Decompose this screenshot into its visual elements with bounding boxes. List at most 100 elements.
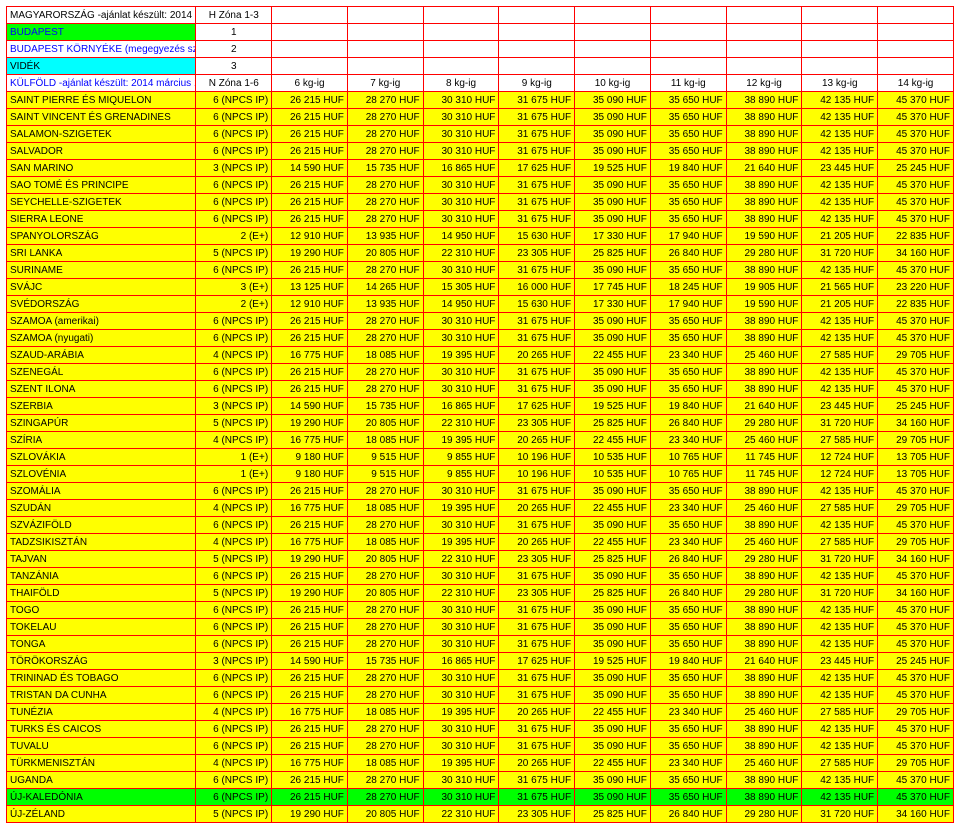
price-cell: 25 245 HUF — [878, 653, 954, 670]
price-cell: 14 950 HUF — [423, 296, 499, 313]
price-cell: 29 280 HUF — [726, 245, 802, 262]
price-cell: 35 090 HUF — [575, 517, 651, 534]
price-cell: 35 090 HUF — [575, 126, 651, 143]
price-cell: 31 720 HUF — [802, 551, 878, 568]
price-cell: 21 565 HUF — [802, 279, 878, 296]
price-cell: 29 280 HUF — [726, 551, 802, 568]
price-cell: 30 310 HUF — [423, 109, 499, 126]
zone-cell: 6 (NPCS IP) — [196, 330, 272, 347]
table-row: SZOMÁLIA6 (NPCS IP)26 215 HUF28 270 HUF3… — [7, 483, 954, 500]
price-cell: 35 090 HUF — [575, 483, 651, 500]
price-cell: 38 890 HUF — [726, 313, 802, 330]
price-cell: 22 455 HUF — [575, 432, 651, 449]
zone-cell: 3 (NPCS IP) — [196, 160, 272, 177]
price-cell: 45 370 HUF — [878, 330, 954, 347]
country-cell: SVÉDORSZÁG — [7, 296, 196, 313]
table-row: SZINGAPÚR5 (NPCS IP)19 290 HUF20 805 HUF… — [7, 415, 954, 432]
price-cell: 26 215 HUF — [272, 211, 348, 228]
price-cell: 38 890 HUF — [726, 364, 802, 381]
country-cell: TÖRÖKORSZÁG — [7, 653, 196, 670]
price-cell: 16 775 HUF — [272, 432, 348, 449]
pricing-table: MAGYARORSZÁG -ajánlat készült: 2014 márc… — [6, 6, 954, 823]
price-cell: 30 310 HUF — [423, 262, 499, 279]
country-cell: SAN MARINO — [7, 160, 196, 177]
price-cell: 31 675 HUF — [499, 568, 575, 585]
price-cell: 25 460 HUF — [726, 704, 802, 721]
zone-cell: 6 (NPCS IP) — [196, 364, 272, 381]
table-row: TÜRKMENISZTÁN4 (NPCS IP)16 775 HUF18 085… — [7, 755, 954, 772]
header-row: KÜLFÖLD -ajánlat készült: 2014 március 1… — [7, 75, 954, 92]
price-cell: 28 270 HUF — [347, 109, 423, 126]
price-cell: 23 220 HUF — [878, 279, 954, 296]
zone-cell: 2 (E+) — [196, 296, 272, 313]
price-cell: 28 270 HUF — [347, 211, 423, 228]
price-cell: 25 825 HUF — [575, 415, 651, 432]
price-cell: 31 675 HUF — [499, 636, 575, 653]
price-cell: 26 215 HUF — [272, 364, 348, 381]
price-cell: 45 370 HUF — [878, 517, 954, 534]
price-cell: 25 460 HUF — [726, 347, 802, 364]
price-cell: 9 515 HUF — [347, 449, 423, 466]
price-cell: 29 705 HUF — [878, 432, 954, 449]
price-cell: 25 460 HUF — [726, 534, 802, 551]
zone-cell: 4 (NPCS IP) — [196, 432, 272, 449]
price-cell: 9 180 HUF — [272, 466, 348, 483]
price-cell: 27 585 HUF — [802, 432, 878, 449]
table-row: SURINAME6 (NPCS IP)26 215 HUF28 270 HUF3… — [7, 262, 954, 279]
price-cell: 22 835 HUF — [878, 228, 954, 245]
price-cell: 28 270 HUF — [347, 143, 423, 160]
zone-cell: 6 (NPCS IP) — [196, 143, 272, 160]
price-cell: 17 745 HUF — [575, 279, 651, 296]
price-cell: 27 585 HUF — [802, 534, 878, 551]
price-cell: 35 090 HUF — [575, 143, 651, 160]
price-cell: 25 460 HUF — [726, 755, 802, 772]
price-cell: 30 310 HUF — [423, 92, 499, 109]
price-cell: 20 265 HUF — [499, 432, 575, 449]
price-cell: 35 090 HUF — [575, 262, 651, 279]
price-cell: 17 625 HUF — [499, 653, 575, 670]
price-cell: 27 585 HUF — [802, 755, 878, 772]
price-cell: 26 215 HUF — [272, 636, 348, 653]
price-cell: 22 455 HUF — [575, 347, 651, 364]
price-cell: 42 135 HUF — [802, 92, 878, 109]
price-cell: 31 675 HUF — [499, 262, 575, 279]
price-cell: 13 935 HUF — [347, 296, 423, 313]
price-cell: 31 675 HUF — [499, 687, 575, 704]
price-cell: 38 890 HUF — [726, 687, 802, 704]
price-cell: 27 585 HUF — [802, 500, 878, 517]
price-cell: 20 265 HUF — [499, 704, 575, 721]
price-cell: 23 305 HUF — [499, 245, 575, 262]
price-cell: 19 395 HUF — [423, 500, 499, 517]
price-cell: 25 460 HUF — [726, 432, 802, 449]
country-cell: TONGA — [7, 636, 196, 653]
price-cell: 35 650 HUF — [650, 143, 726, 160]
price-cell: 18 085 HUF — [347, 347, 423, 364]
price-cell: 38 890 HUF — [726, 109, 802, 126]
price-cell: 15 735 HUF — [347, 398, 423, 415]
price-cell: 16 775 HUF — [272, 500, 348, 517]
country-cell: TUNÉZIA — [7, 704, 196, 721]
price-cell: 17 330 HUF — [575, 228, 651, 245]
price-cell: 25 825 HUF — [575, 806, 651, 823]
zone-cell: 6 (NPCS IP) — [196, 126, 272, 143]
price-cell: 25 460 HUF — [726, 500, 802, 517]
price-cell: 31 720 HUF — [802, 585, 878, 602]
price-cell: 20 805 HUF — [347, 551, 423, 568]
country-cell: SALAMON-SZIGETEK — [7, 126, 196, 143]
zone-cell: 6 (NPCS IP) — [196, 721, 272, 738]
zone-cell: 2 (E+) — [196, 228, 272, 245]
price-cell: 35 650 HUF — [650, 568, 726, 585]
price-cell: 38 890 HUF — [726, 619, 802, 636]
country-cell: SZLOVÁKIA — [7, 449, 196, 466]
price-cell: 26 840 HUF — [650, 585, 726, 602]
price-cell: 27 585 HUF — [802, 704, 878, 721]
zone-cell: 6 (NPCS IP) — [196, 687, 272, 704]
price-cell: 45 370 HUF — [878, 143, 954, 160]
price-cell: 35 090 HUF — [575, 109, 651, 126]
price-cell: 28 270 HUF — [347, 483, 423, 500]
price-cell: 42 135 HUF — [802, 687, 878, 704]
country-cell: SZOMÁLIA — [7, 483, 196, 500]
price-cell: 45 370 HUF — [878, 364, 954, 381]
price-cell: 22 455 HUF — [575, 534, 651, 551]
price-cell: 20 265 HUF — [499, 755, 575, 772]
